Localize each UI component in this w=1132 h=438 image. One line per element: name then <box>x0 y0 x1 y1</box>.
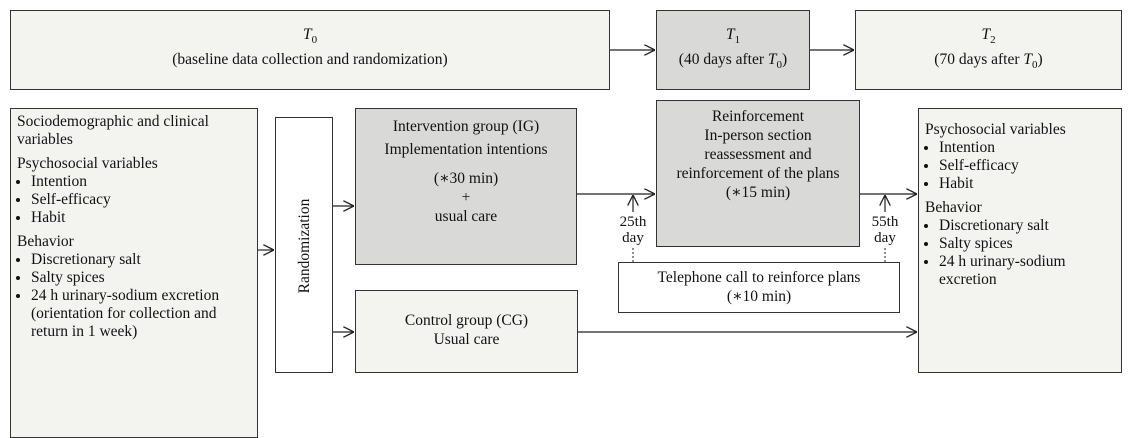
caption: ) <box>1037 51 1043 69</box>
title: Control group (CG) <box>404 312 529 329</box>
reinforcement-box: Reinforcement In-person section reassess… <box>656 100 860 247</box>
list-item: Discretionary salt <box>939 217 1115 235</box>
subscript: 0 <box>311 34 318 47</box>
symbol: T <box>302 26 312 43</box>
subscript: 1 <box>734 34 741 47</box>
list: IntentionSelf-efficacyHabit <box>17 173 251 227</box>
t0-box: T0 (baseline data collection and randomi… <box>10 10 610 90</box>
list-item: Intention <box>939 139 1115 157</box>
subscript: 0 <box>1032 59 1038 72</box>
text: In-person section reassessment and reinf… <box>676 127 840 201</box>
text: + <box>461 189 471 206</box>
day-label: 25th day <box>613 214 653 246</box>
telephone-box: Telephone call to reinforce plans (∗10 m… <box>618 262 900 313</box>
list-item: Self-efficacy <box>939 157 1115 175</box>
outcome-box: Psychosocial variables IntentionSelf-eff… <box>918 108 1122 373</box>
baseline-box: Sociodemographic and clinical variables … <box>10 108 258 438</box>
intervention-box: Intervention group (IG) Implementation i… <box>355 108 577 265</box>
list-item: Salty spices <box>939 235 1115 253</box>
label: Randomization <box>296 198 313 294</box>
text: (∗30 min) <box>433 170 499 187</box>
text: usual care <box>434 208 498 225</box>
caption: (baseline data collection and randomizat… <box>172 51 448 69</box>
heading: Psychosocial variables <box>925 121 1066 138</box>
list-item: 24 h urinary-sodium excretion <box>31 287 251 305</box>
page: T0 (baseline data collection and randomi… <box>0 0 1132 423</box>
t1-box: T1 (40 days after T0) <box>656 10 810 90</box>
list-item: Intention <box>31 173 251 191</box>
heading: Psychosocial variables <box>17 155 158 172</box>
list-item: Habit <box>939 175 1115 193</box>
list-item: Habit <box>31 209 251 227</box>
title: Reinforcement <box>711 108 805 125</box>
subscript: 2 <box>990 34 996 47</box>
list-item: 24 h urinary-sodium excretion <box>939 253 1115 289</box>
heading: Sociodemographic and clinical variables <box>17 113 209 148</box>
symbol: T <box>767 51 777 69</box>
control-box: Control group (CG) Usual care <box>355 290 578 373</box>
caption: (70 days after <box>934 51 1024 69</box>
note: (orientation for collection and return i… <box>31 305 217 340</box>
symbol: T <box>981 26 991 43</box>
list-item: Self-efficacy <box>31 191 251 209</box>
text: Implementation intentions <box>384 141 548 158</box>
title: Telephone call to reinforce plans <box>657 269 861 286</box>
title: Intervention group (IG) <box>392 118 540 135</box>
list: Discretionary saltSalty spices24 h urina… <box>925 217 1115 289</box>
randomization-box: Randomization <box>275 117 333 373</box>
list: Discretionary saltSalty spices24 h urina… <box>17 251 251 305</box>
heading: Behavior <box>925 199 982 216</box>
text: (∗10 min) <box>726 288 792 305</box>
t2-box: T2 (70 days after T0) <box>855 10 1122 90</box>
caption: ) <box>782 51 788 69</box>
symbol: T <box>725 26 735 43</box>
symbol: T <box>1023 51 1033 69</box>
subscript: 0 <box>776 59 783 72</box>
arrows <box>258 0 917 423</box>
heading: Behavior <box>17 233 74 250</box>
list: IntentionSelf-efficacyHabit <box>925 139 1115 193</box>
caption: (40 days after <box>678 51 768 69</box>
day-label: 55th day <box>865 214 905 246</box>
list-item: Discretionary salt <box>31 251 251 269</box>
list-item: Salty spices <box>31 269 251 287</box>
text: Usual care <box>433 331 500 348</box>
